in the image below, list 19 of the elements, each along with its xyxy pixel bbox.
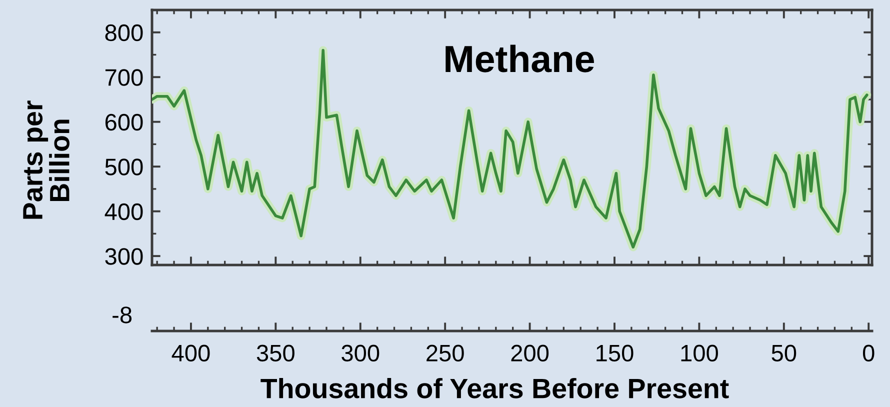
x-tick-label: 300 — [342, 344, 380, 362]
text: Methane — [446, 44, 594, 72]
y-tick-label: 400 — [104, 203, 143, 220]
text: -8 — [112, 306, 132, 324]
y-tick-label: 500 — [105, 158, 143, 176]
x-tick-label: 0 — [862, 344, 874, 362]
y-tick-label: 300 — [105, 248, 143, 265]
x-tick-label: 100 — [681, 344, 718, 362]
x-tick-label: 150 — [596, 344, 634, 362]
x-tick-label: 250 — [426, 344, 464, 362]
y-tick-label: 700 — [105, 69, 143, 86]
x-axis-title: Thousands of Years Before Present — [260, 378, 729, 398]
x-tick-label: 400 — [172, 344, 210, 362]
y-axis-title: Parts per Billion — [23, 100, 70, 219]
y-tick-label: 800 — [105, 24, 143, 42]
y-tick-label: 600 — [105, 114, 143, 131]
x-tick-label: 200 — [511, 344, 549, 362]
x-tick-label: 350 — [256, 344, 294, 362]
x-tick-label: 50 — [772, 344, 796, 362]
